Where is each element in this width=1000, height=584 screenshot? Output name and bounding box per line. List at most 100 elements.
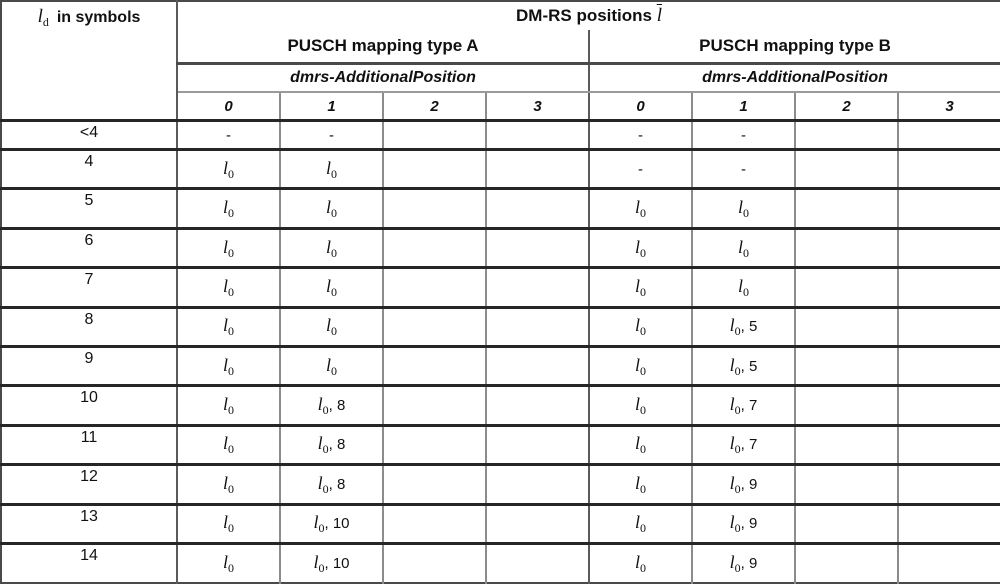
- value-cell: l0: [691, 226, 795, 268]
- extra-position: , 10: [324, 515, 350, 533]
- value-cell: -: [176, 118, 280, 150]
- l0-symbol: l: [222, 315, 228, 336]
- l0-symbol: l: [729, 354, 735, 375]
- value-cell: l0, 10: [279, 541, 383, 583]
- table-row: <4 - - - -: [1, 118, 1000, 150]
- l0-symbol: l: [634, 275, 640, 296]
- value-cell: [485, 187, 589, 229]
- row-label: 8: [1, 305, 178, 347]
- empty-dash: -: [329, 126, 334, 144]
- l0-symbol: l: [634, 394, 640, 415]
- value-cell: l0, 10: [279, 502, 383, 544]
- l0-symbol: l: [634, 197, 640, 218]
- value-cell: [382, 148, 486, 189]
- value-cell: l0: [588, 423, 692, 465]
- col-header-b2: 2: [794, 92, 898, 122]
- group-a-header: PUSCH mapping type A: [177, 30, 589, 65]
- extra-position: , 5: [740, 318, 758, 336]
- table-row: 6 l0 l0 l0 l0: [1, 226, 1000, 268]
- value-cell: [794, 463, 898, 505]
- l0-symbol: l: [325, 236, 331, 257]
- l0-symbol: l: [222, 354, 228, 375]
- value-cell: l0: [176, 305, 280, 347]
- value-cell: l0: [176, 423, 280, 465]
- table-row: 8 l0 l0 l0 l0, 5: [1, 305, 1000, 347]
- row-label: 6: [1, 226, 178, 268]
- table-row: 12 l0 l0, 8 l0 l0, 9: [1, 463, 1000, 505]
- value-cell: [896, 148, 1000, 189]
- l0-symbol: l: [325, 354, 331, 375]
- value-cell: l0: [279, 305, 383, 347]
- table-row: 11 l0 l0, 8 l0 l0, 7: [1, 423, 1000, 465]
- value-cell: [896, 226, 1000, 268]
- value-cell: l0: [279, 226, 383, 268]
- extra-position: , 7: [740, 436, 758, 454]
- col-header-b1: 1: [691, 92, 795, 122]
- value-cell: l0, 8: [279, 463, 383, 505]
- value-cell: [485, 226, 589, 268]
- l0-symbol: l: [222, 236, 228, 257]
- row-label: 12: [1, 463, 178, 505]
- extra-position: , 8: [328, 475, 346, 493]
- table-row: 10 l0 l0, 8 l0 l0, 7: [1, 384, 1000, 426]
- extra-position: , 7: [740, 397, 758, 415]
- value-cell: [896, 266, 1000, 308]
- extra-position: , 8: [328, 397, 346, 415]
- corner-header-cell: ld in symbols: [1, 1, 178, 121]
- value-cell: [485, 118, 589, 150]
- value-cell: l0, 9: [691, 541, 795, 583]
- l0-symbol: l: [325, 315, 331, 336]
- value-cell: [794, 384, 898, 426]
- value-cell: l0, 7: [691, 423, 795, 465]
- value-cell: l0, 5: [691, 344, 795, 386]
- col-header-b0: 0: [588, 92, 692, 122]
- value-cell: [794, 344, 898, 386]
- value-cell: l0: [279, 344, 383, 386]
- value-cell: [485, 423, 589, 465]
- group-b-subheader: dmrs-AdditionalPosition: [587, 63, 1000, 93]
- value-cell: [896, 384, 1000, 426]
- l0-symbol: l: [325, 197, 331, 218]
- value-cell: l0: [588, 344, 692, 386]
- value-cell: [896, 305, 1000, 347]
- value-cell: -: [691, 148, 795, 189]
- l0-symbol: l: [737, 236, 743, 257]
- l0-symbol: l: [317, 433, 323, 454]
- value-cell: [485, 344, 589, 386]
- value-cell: l0: [588, 266, 692, 308]
- value-cell: l0: [176, 502, 280, 544]
- l0-symbol: l: [313, 512, 319, 533]
- value-cell: l0: [176, 541, 280, 583]
- value-cell: [794, 187, 898, 229]
- row-label: 10: [1, 384, 178, 426]
- l0-symbol: l: [729, 315, 735, 336]
- table-row: 13 l0 l0, 10 l0 l0, 9: [1, 502, 1000, 544]
- table-row: 4 l0 l0- -: [1, 148, 1000, 189]
- l0-symbol: l: [222, 472, 228, 493]
- l0-symbol: l: [634, 354, 640, 375]
- value-cell: -: [279, 118, 383, 150]
- value-cell: l0: [279, 266, 383, 308]
- table-title: DM-RS positions l: [177, 1, 1000, 30]
- value-cell: l0: [176, 226, 280, 268]
- value-cell: l0: [176, 384, 280, 426]
- value-cell: l0: [588, 187, 692, 229]
- l0-symbol: l: [325, 157, 331, 178]
- table-row: 14 l0 l0, 10 l0 l0, 9: [1, 541, 1000, 583]
- l0-symbol: l: [634, 472, 640, 493]
- value-cell: [382, 226, 486, 268]
- l0-symbol: l: [634, 433, 640, 454]
- value-cell: l0: [691, 266, 795, 308]
- l0-symbol: l: [313, 551, 319, 572]
- col-header-a0: 0: [177, 92, 280, 122]
- value-cell: -: [588, 118, 692, 150]
- extra-position: , 5: [740, 357, 758, 375]
- col-header-a1: 1: [279, 92, 383, 122]
- value-cell: l0: [588, 384, 692, 426]
- value-cell: [485, 266, 589, 308]
- value-cell: [382, 118, 486, 150]
- value-cell: [382, 463, 486, 505]
- extra-position: , 9: [740, 554, 758, 572]
- empty-dash: -: [226, 126, 231, 144]
